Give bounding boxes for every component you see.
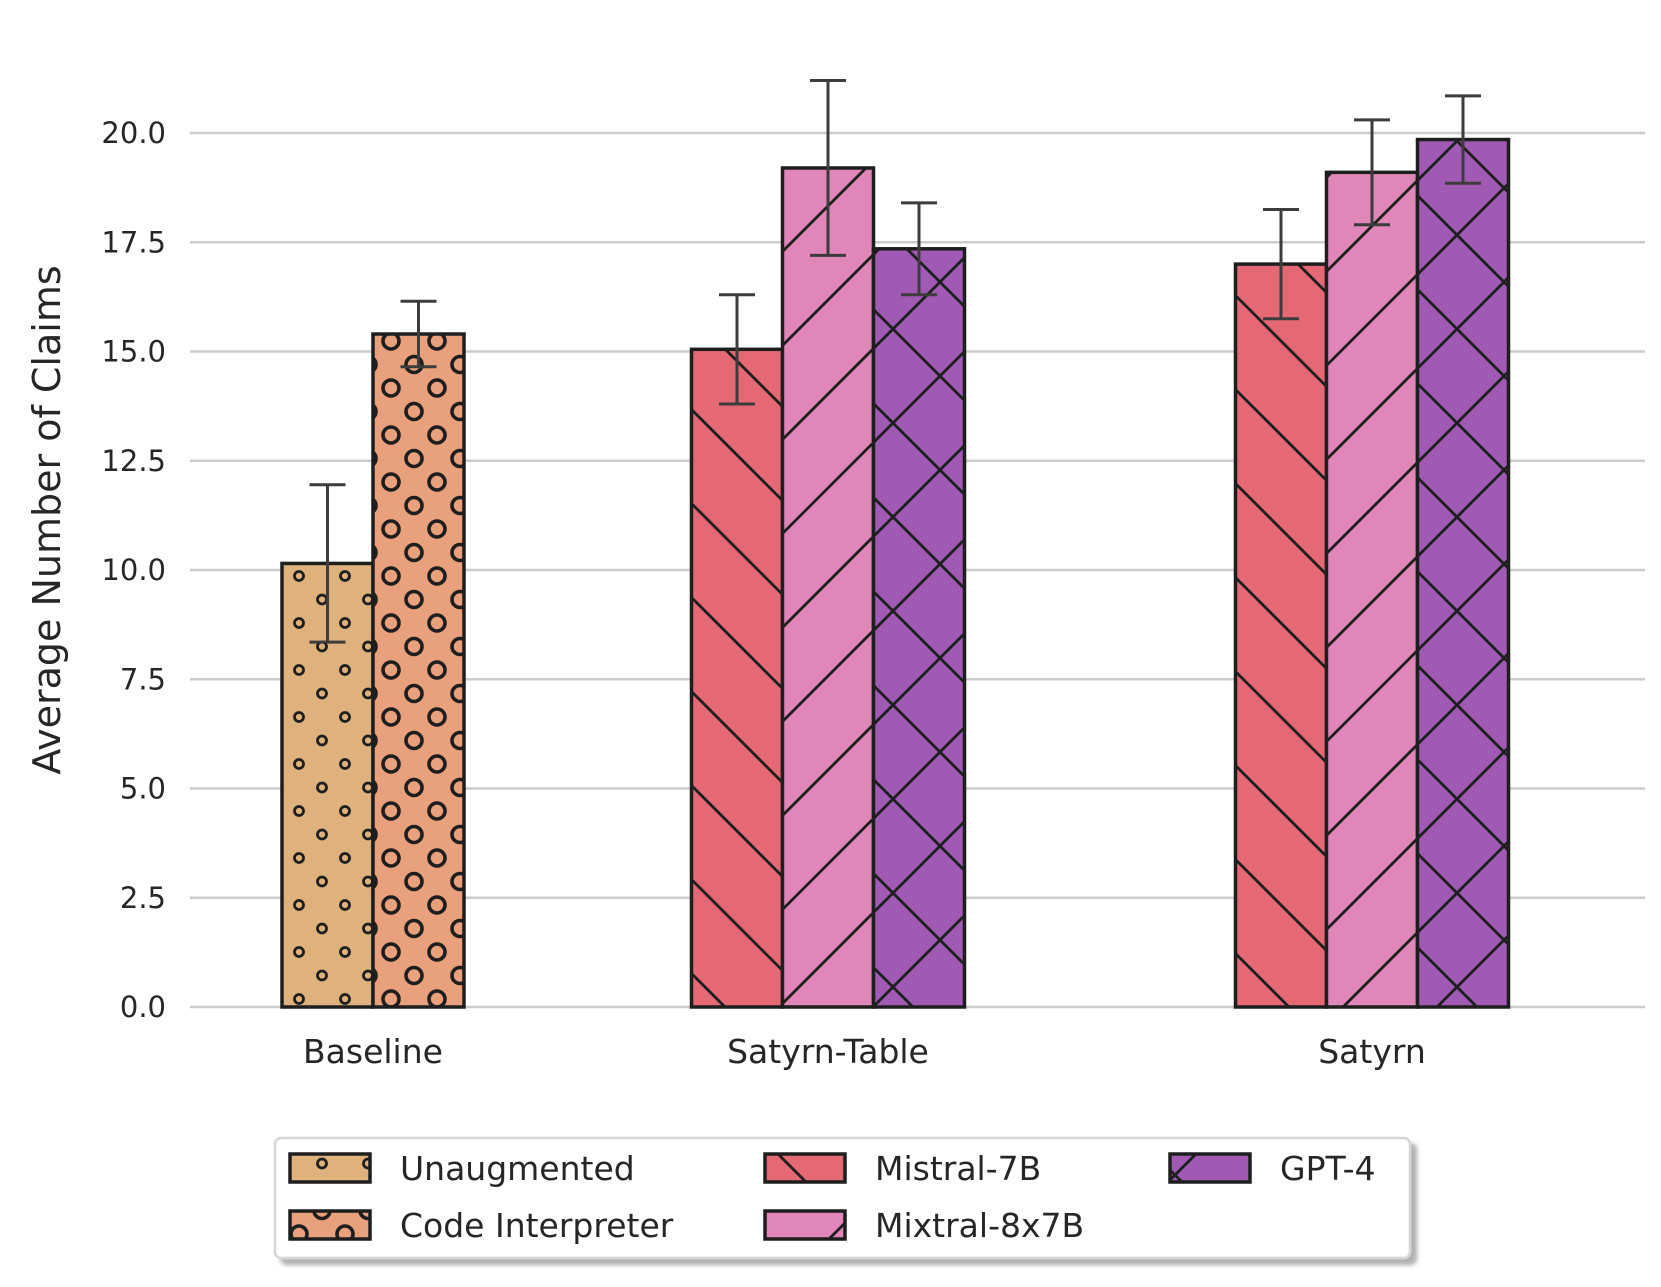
legend-label: Unaugmented bbox=[400, 1149, 635, 1188]
error-bar-gpt-4 bbox=[901, 201, 937, 297]
y-tick-label: 0.0 bbox=[120, 990, 166, 1024]
bar-gpt-4 bbox=[1415, 137, 1511, 1009]
error-bars bbox=[309, 79, 1481, 644]
y-axis-title: Average Number of Claims bbox=[25, 265, 69, 774]
y-axis-ticks: 0.0 2.5 5.0 7.5 10.0 12.5 15.0 17.5 20.0 bbox=[101, 116, 166, 1024]
y-tick-label: 12.5 bbox=[101, 444, 166, 478]
legend-label: Code Interpreter bbox=[400, 1206, 674, 1245]
legend-entry-gpt-4: GPT-4 bbox=[1168, 1149, 1376, 1188]
legend-label: Mixtral-8x7B bbox=[875, 1206, 1084, 1245]
error-bar-mistral-7b bbox=[719, 293, 755, 406]
bar-code-interpreter bbox=[371, 332, 466, 1009]
legend-swatch bbox=[763, 1152, 847, 1184]
legend-swatch bbox=[763, 1209, 847, 1241]
x-category-label: Satyrn bbox=[1318, 1032, 1426, 1071]
error-bar-code-interpreter bbox=[400, 299, 437, 369]
y-tick-label: 15.0 bbox=[101, 335, 166, 369]
legend-label: GPT-4 bbox=[1280, 1149, 1376, 1188]
legend-entry-mistral-7b: Mistral-7B bbox=[763, 1149, 1041, 1188]
y-tick-label: 17.5 bbox=[101, 225, 166, 259]
bars bbox=[280, 137, 1511, 1009]
legend-entry-code-interpreter: Code Interpreter bbox=[288, 1206, 674, 1245]
error-bar-mixtral-8x7b bbox=[1354, 118, 1390, 227]
y-tick-label: 20.0 bbox=[101, 116, 166, 150]
error-bar-gpt-4 bbox=[1445, 94, 1481, 185]
bar-mistral-7b bbox=[1233, 262, 1329, 1009]
y-tick-label: 2.5 bbox=[120, 881, 166, 915]
x-category-label: Satyrn-Table bbox=[727, 1032, 929, 1071]
legend-swatch bbox=[288, 1152, 372, 1184]
error-bar-mistral-7b bbox=[1263, 207, 1299, 321]
legend-swatch bbox=[288, 1209, 372, 1241]
legend-swatch bbox=[1168, 1152, 1252, 1184]
y-tick-label: 5.0 bbox=[120, 772, 166, 806]
x-category-label: Baseline bbox=[303, 1032, 443, 1071]
bar-mixtral-8x7b bbox=[780, 166, 876, 1009]
legend: Unaugmented Code Interpreter Mistral-7B Mix… bbox=[273, 1136, 1412, 1260]
error-bar-mixtral-8x7b bbox=[810, 79, 846, 257]
legend-entry-mixtral-8x7b: Mixtral-8x7B bbox=[763, 1206, 1084, 1245]
bar-gpt-4 bbox=[871, 247, 967, 1009]
y-tick-label: 10.0 bbox=[101, 553, 166, 587]
bar-mixtral-8x7b bbox=[1324, 170, 1420, 1009]
legend-label: Mistral-7B bbox=[875, 1149, 1041, 1188]
legend-box bbox=[273, 1136, 1412, 1260]
bar-mistral-7b bbox=[689, 347, 785, 1009]
x-axis-categories: Baseline Satyrn-Table Satyrn bbox=[303, 1032, 1426, 1071]
error-bar-unaugmented bbox=[309, 483, 346, 644]
legend-entry-unaugmented: Unaugmented bbox=[288, 1149, 635, 1188]
y-tick-label: 7.5 bbox=[120, 662, 166, 696]
